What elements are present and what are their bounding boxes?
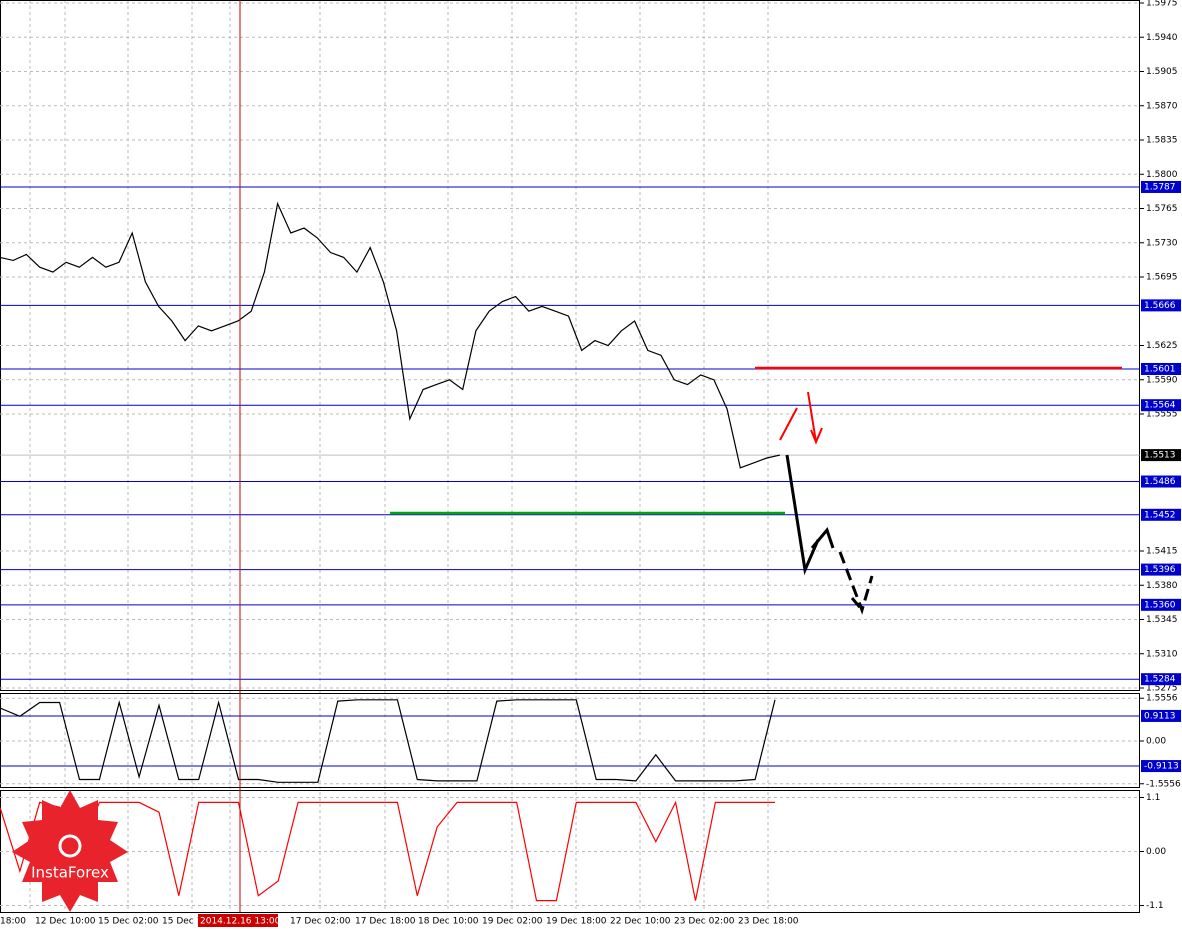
x-tick-label: 23 Dec 18:00	[738, 917, 799, 927]
y-tick-label: 1.5380	[1146, 581, 1178, 591]
series-line	[0, 201, 781, 469]
x-tick-label: 19 Dec 18:00	[546, 917, 607, 927]
level-label: 1.5360	[1144, 600, 1176, 610]
y-tick-label: -1.5556	[1146, 779, 1181, 789]
x-tick-label: 2014.12.16 13:00	[200, 917, 281, 927]
y-tick-label: 1.5590	[1146, 375, 1178, 385]
y-tick-label: 1.5800	[1146, 170, 1178, 180]
level-badge	[1141, 299, 1181, 312]
y-tick-label: -1.1	[1146, 901, 1164, 911]
x-tick-label: 23 Dec 02:00	[674, 917, 735, 927]
level-label: 1.5486	[1144, 477, 1176, 487]
logo: InstaForex	[12, 790, 128, 912]
level-badge	[1141, 563, 1181, 576]
y-tick-label: 1.5765	[1146, 204, 1178, 214]
y-tick-label: 0.00	[1146, 737, 1166, 747]
x-tick-label: 17 Dec 02:00	[290, 917, 351, 927]
level-badge	[1141, 760, 1181, 773]
y-tick-label: 0.00	[1146, 847, 1166, 857]
x-tick-label: 17 Dec 18:00	[355, 917, 416, 927]
logo-icon	[58, 834, 82, 858]
level-badge	[1141, 399, 1181, 412]
logo-text: InstaForex	[31, 864, 109, 882]
x-tick-label: 22 Dec 10:00	[610, 917, 671, 927]
x-tick-label: 12 Dec 10:00	[35, 917, 96, 927]
x-tick-label: 18:00	[0, 917, 26, 927]
time-badge	[198, 914, 278, 927]
y-tick-label: 1.5940	[1146, 33, 1178, 43]
level-badge	[1141, 180, 1181, 193]
current-badge	[1141, 449, 1181, 462]
y-tick-label: 1.5835	[1146, 136, 1178, 146]
x-tick-label: 15 Dec 02:00	[98, 917, 159, 927]
y-tick-label: 1.5870	[1146, 101, 1178, 111]
y-tick-label: 1.5625	[1146, 341, 1178, 351]
y-tick-label: 1.5695	[1146, 273, 1178, 283]
y-tick-label: 1.5345	[1146, 615, 1178, 625]
forecast-arrow-dashed	[838, 551, 874, 615]
red-arrows	[779, 391, 823, 445]
level-label: 1.5284	[1144, 675, 1176, 685]
y-tick-label: 1.5975	[1146, 0, 1178, 9]
series-line	[0, 800, 775, 902]
level-badge	[1141, 362, 1181, 375]
level-badge	[1141, 475, 1181, 488]
level-badge	[1141, 508, 1181, 521]
level-label: 1.5564	[1144, 401, 1176, 411]
level-badge	[1141, 598, 1181, 611]
y-tick-label: 1.5555	[1146, 410, 1178, 420]
level-label: 1.5666	[1144, 301, 1176, 311]
level-badge	[1141, 709, 1181, 722]
level-label: 1.5787	[1144, 182, 1176, 192]
x-tick-label: 18 Dec 10:00	[418, 917, 479, 927]
level-label: -0.9113	[1144, 762, 1179, 772]
level-label: 0.9113	[1144, 711, 1176, 721]
y-tick-label: 1.5415	[1146, 547, 1178, 557]
series-line	[0, 699, 776, 783]
level-badge	[1141, 673, 1181, 686]
level-label: 1.5601	[1144, 364, 1176, 374]
x-tick-label: 19 Dec 02:00	[482, 917, 543, 927]
forecast-arrow	[785, 454, 835, 576]
y-tick-label: 1.5275	[1146, 684, 1178, 694]
current-label: 1.5513	[1144, 451, 1176, 461]
y-tick-label: 1.5730	[1146, 238, 1178, 248]
logo-badge	[12, 790, 128, 912]
y-tick-label: 1.5556	[1146, 694, 1178, 704]
level-label: 1.5452	[1144, 510, 1176, 520]
y-tick-label: 1.5310	[1146, 649, 1178, 659]
y-tick-label: 1.1	[1146, 793, 1160, 803]
level-label: 1.5396	[1144, 565, 1176, 575]
x-tick-label: 15 Dec 1	[162, 917, 202, 927]
y-tick-label: 1.5905	[1146, 67, 1178, 77]
